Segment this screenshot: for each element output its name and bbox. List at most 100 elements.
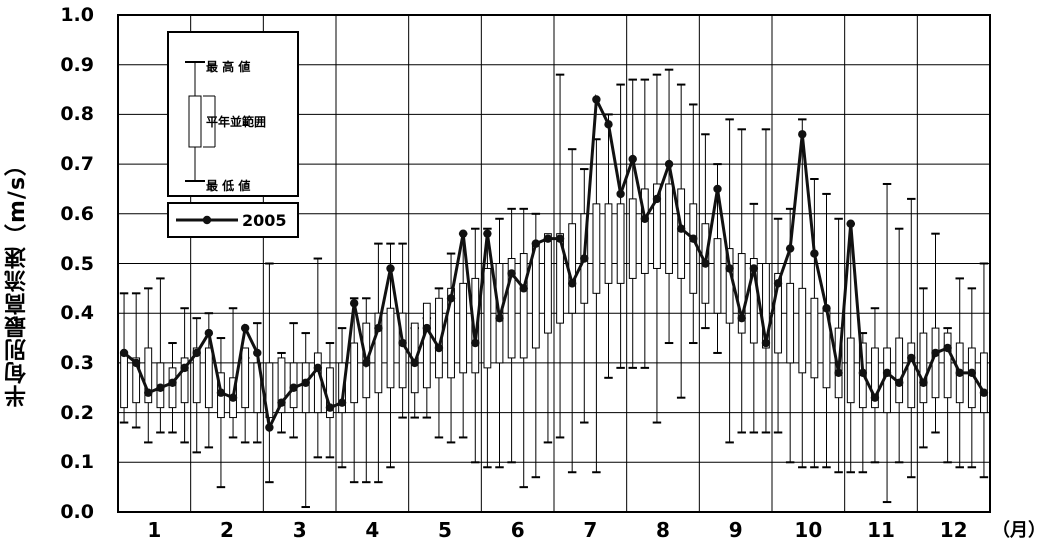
data-point: [725, 264, 734, 273]
data-point: [628, 154, 637, 164]
range-box: [519, 253, 528, 359]
x-tick-label: 4: [365, 518, 380, 542]
range-box: [689, 203, 698, 294]
range-box: [774, 272, 782, 354]
range-box: [241, 347, 250, 409]
range-box: [180, 357, 189, 404]
data-point: [422, 323, 432, 333]
data-point: [567, 279, 577, 288]
data-point: [325, 403, 335, 412]
data-point: [580, 254, 589, 263]
x-tick-label: 10: [794, 518, 823, 542]
range-box: [568, 223, 577, 314]
data-point: [362, 358, 371, 368]
range-box: [556, 233, 564, 324]
range-box: [895, 337, 904, 404]
data-point: [870, 393, 880, 402]
data-point: [555, 234, 565, 243]
range-box: [810, 297, 819, 379]
data-point: [434, 343, 444, 353]
data-point: [664, 159, 674, 169]
data-point: [483, 229, 492, 238]
data-point: [410, 358, 419, 368]
range-box: [846, 337, 855, 404]
legend-range-label: 平年並範囲: [206, 115, 267, 129]
y-axis-label: 半旬別最高流速（m/s）: [5, 152, 30, 408]
data-point: [652, 194, 662, 204]
y-tick-label: 0.8: [60, 103, 94, 126]
range-box: [640, 188, 649, 274]
legend-series-marker: [202, 215, 212, 225]
data-point: [374, 323, 383, 333]
range-box: [265, 362, 274, 419]
range-box: [749, 258, 758, 344]
data-point: [168, 378, 177, 387]
data-point: [907, 353, 916, 363]
range-box: [943, 332, 952, 399]
data-point: [192, 348, 201, 358]
range-box: [447, 287, 455, 379]
range-box: [798, 287, 807, 374]
series-line-2005: [123, 93, 986, 433]
x-tick-label: 1: [147, 518, 162, 542]
y-tick-label: 0.4: [60, 302, 94, 325]
y-tick-label: 0.3: [60, 351, 94, 374]
range-box: [907, 342, 916, 409]
range-box: [628, 198, 637, 279]
range-box: [544, 233, 552, 334]
data-point: [240, 323, 250, 333]
range-box: [144, 347, 153, 404]
data-point: [228, 393, 238, 402]
data-point: [543, 234, 553, 243]
x-tick-label: 2: [220, 518, 234, 542]
data-point: [265, 423, 274, 432]
range-box: [616, 203, 625, 284]
data-point: [737, 313, 746, 323]
data-point: [156, 383, 165, 392]
range-box: [301, 362, 310, 414]
data-point: [301, 378, 310, 387]
range-box: [786, 282, 795, 364]
range-box: [871, 347, 879, 409]
range-box: [253, 362, 262, 414]
range-box: [653, 183, 661, 269]
range-box: [677, 188, 686, 279]
data-point: [955, 368, 964, 378]
range-box: [931, 327, 940, 399]
data-point: [253, 348, 262, 358]
y-tick-label: 0.0: [60, 501, 94, 523]
x-tick-label: 9: [728, 518, 743, 542]
data-point: [313, 363, 323, 373]
data-point: [894, 378, 904, 387]
x-tick-label: 11: [867, 518, 895, 542]
range-box: [507, 258, 516, 359]
data-point: [495, 313, 504, 323]
range-box: [592, 203, 601, 294]
data-point: [640, 214, 650, 223]
data-point: [701, 259, 710, 268]
data-point: [131, 358, 141, 368]
data-point: [943, 343, 952, 353]
data-point: [519, 284, 528, 293]
data-point: [471, 338, 480, 348]
data-point: [531, 239, 541, 248]
data-point: [846, 219, 855, 228]
data-point: [967, 368, 977, 378]
x-tick-label: 6: [510, 518, 525, 542]
y-tick-label: 0.7: [60, 153, 94, 176]
data-point: [882, 368, 892, 378]
range-box: [531, 243, 540, 349]
data-point: [931, 348, 940, 358]
range-box: [713, 238, 722, 314]
range-box: [980, 352, 988, 414]
x-tick-label: 7: [583, 518, 598, 542]
data-point: [919, 378, 928, 387]
data-point: [144, 388, 153, 397]
plot-frame: [117, 14, 991, 513]
data-point: [604, 120, 613, 129]
range-box: [604, 203, 613, 284]
range-box: [762, 263, 770, 349]
data-point: [689, 234, 698, 243]
